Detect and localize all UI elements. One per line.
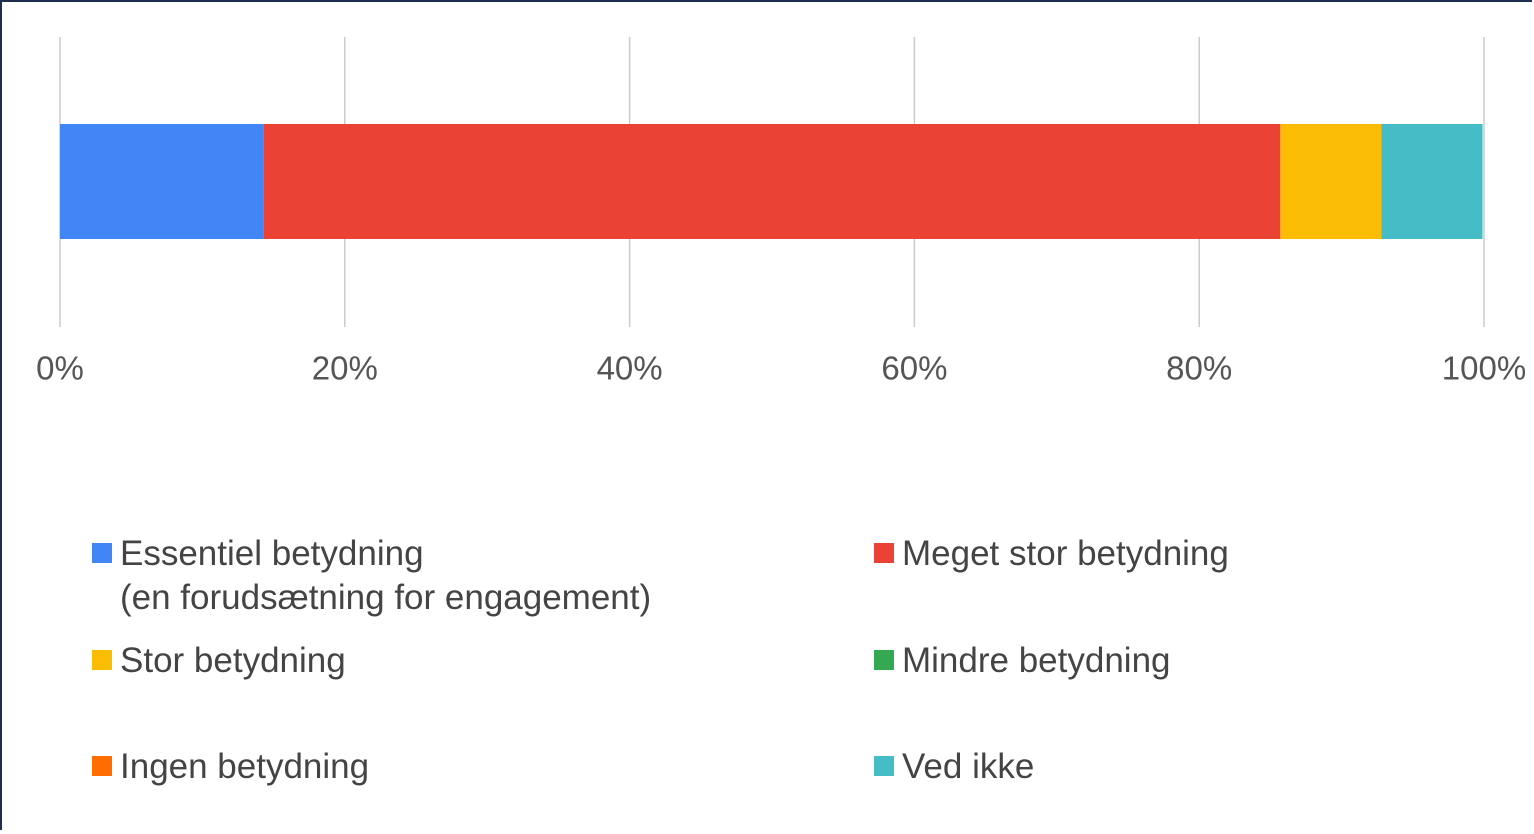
x-tick-label: 60% [881,350,947,387]
legend-swatch [874,650,894,670]
x-tick-label: 0% [36,350,84,387]
legend-label: Essentiel betydning (en forudsætning for… [120,534,652,617]
legend-label: Mindre betydning [902,641,1171,680]
bar-segment [263,124,1281,239]
legend-label: Ved ikke [902,747,1035,786]
legend-label: Stor betydning [120,641,346,680]
legend-swatch [92,543,112,563]
x-tick-label: 80% [1166,350,1232,387]
bar-segment [1280,124,1382,239]
legend-swatch [874,543,894,563]
legend-swatch [92,650,112,670]
x-tick-label: 20% [312,350,378,387]
legend-swatch [92,756,112,776]
bar-segment [1381,124,1483,239]
x-tick-label: 40% [597,350,663,387]
legend-label: Meget stor betydning [902,534,1229,573]
legend-label: Ingen betydning [120,747,370,786]
legend-swatch [874,756,894,776]
bar-segment [60,124,264,239]
x-tick-label: 100% [1442,350,1526,387]
